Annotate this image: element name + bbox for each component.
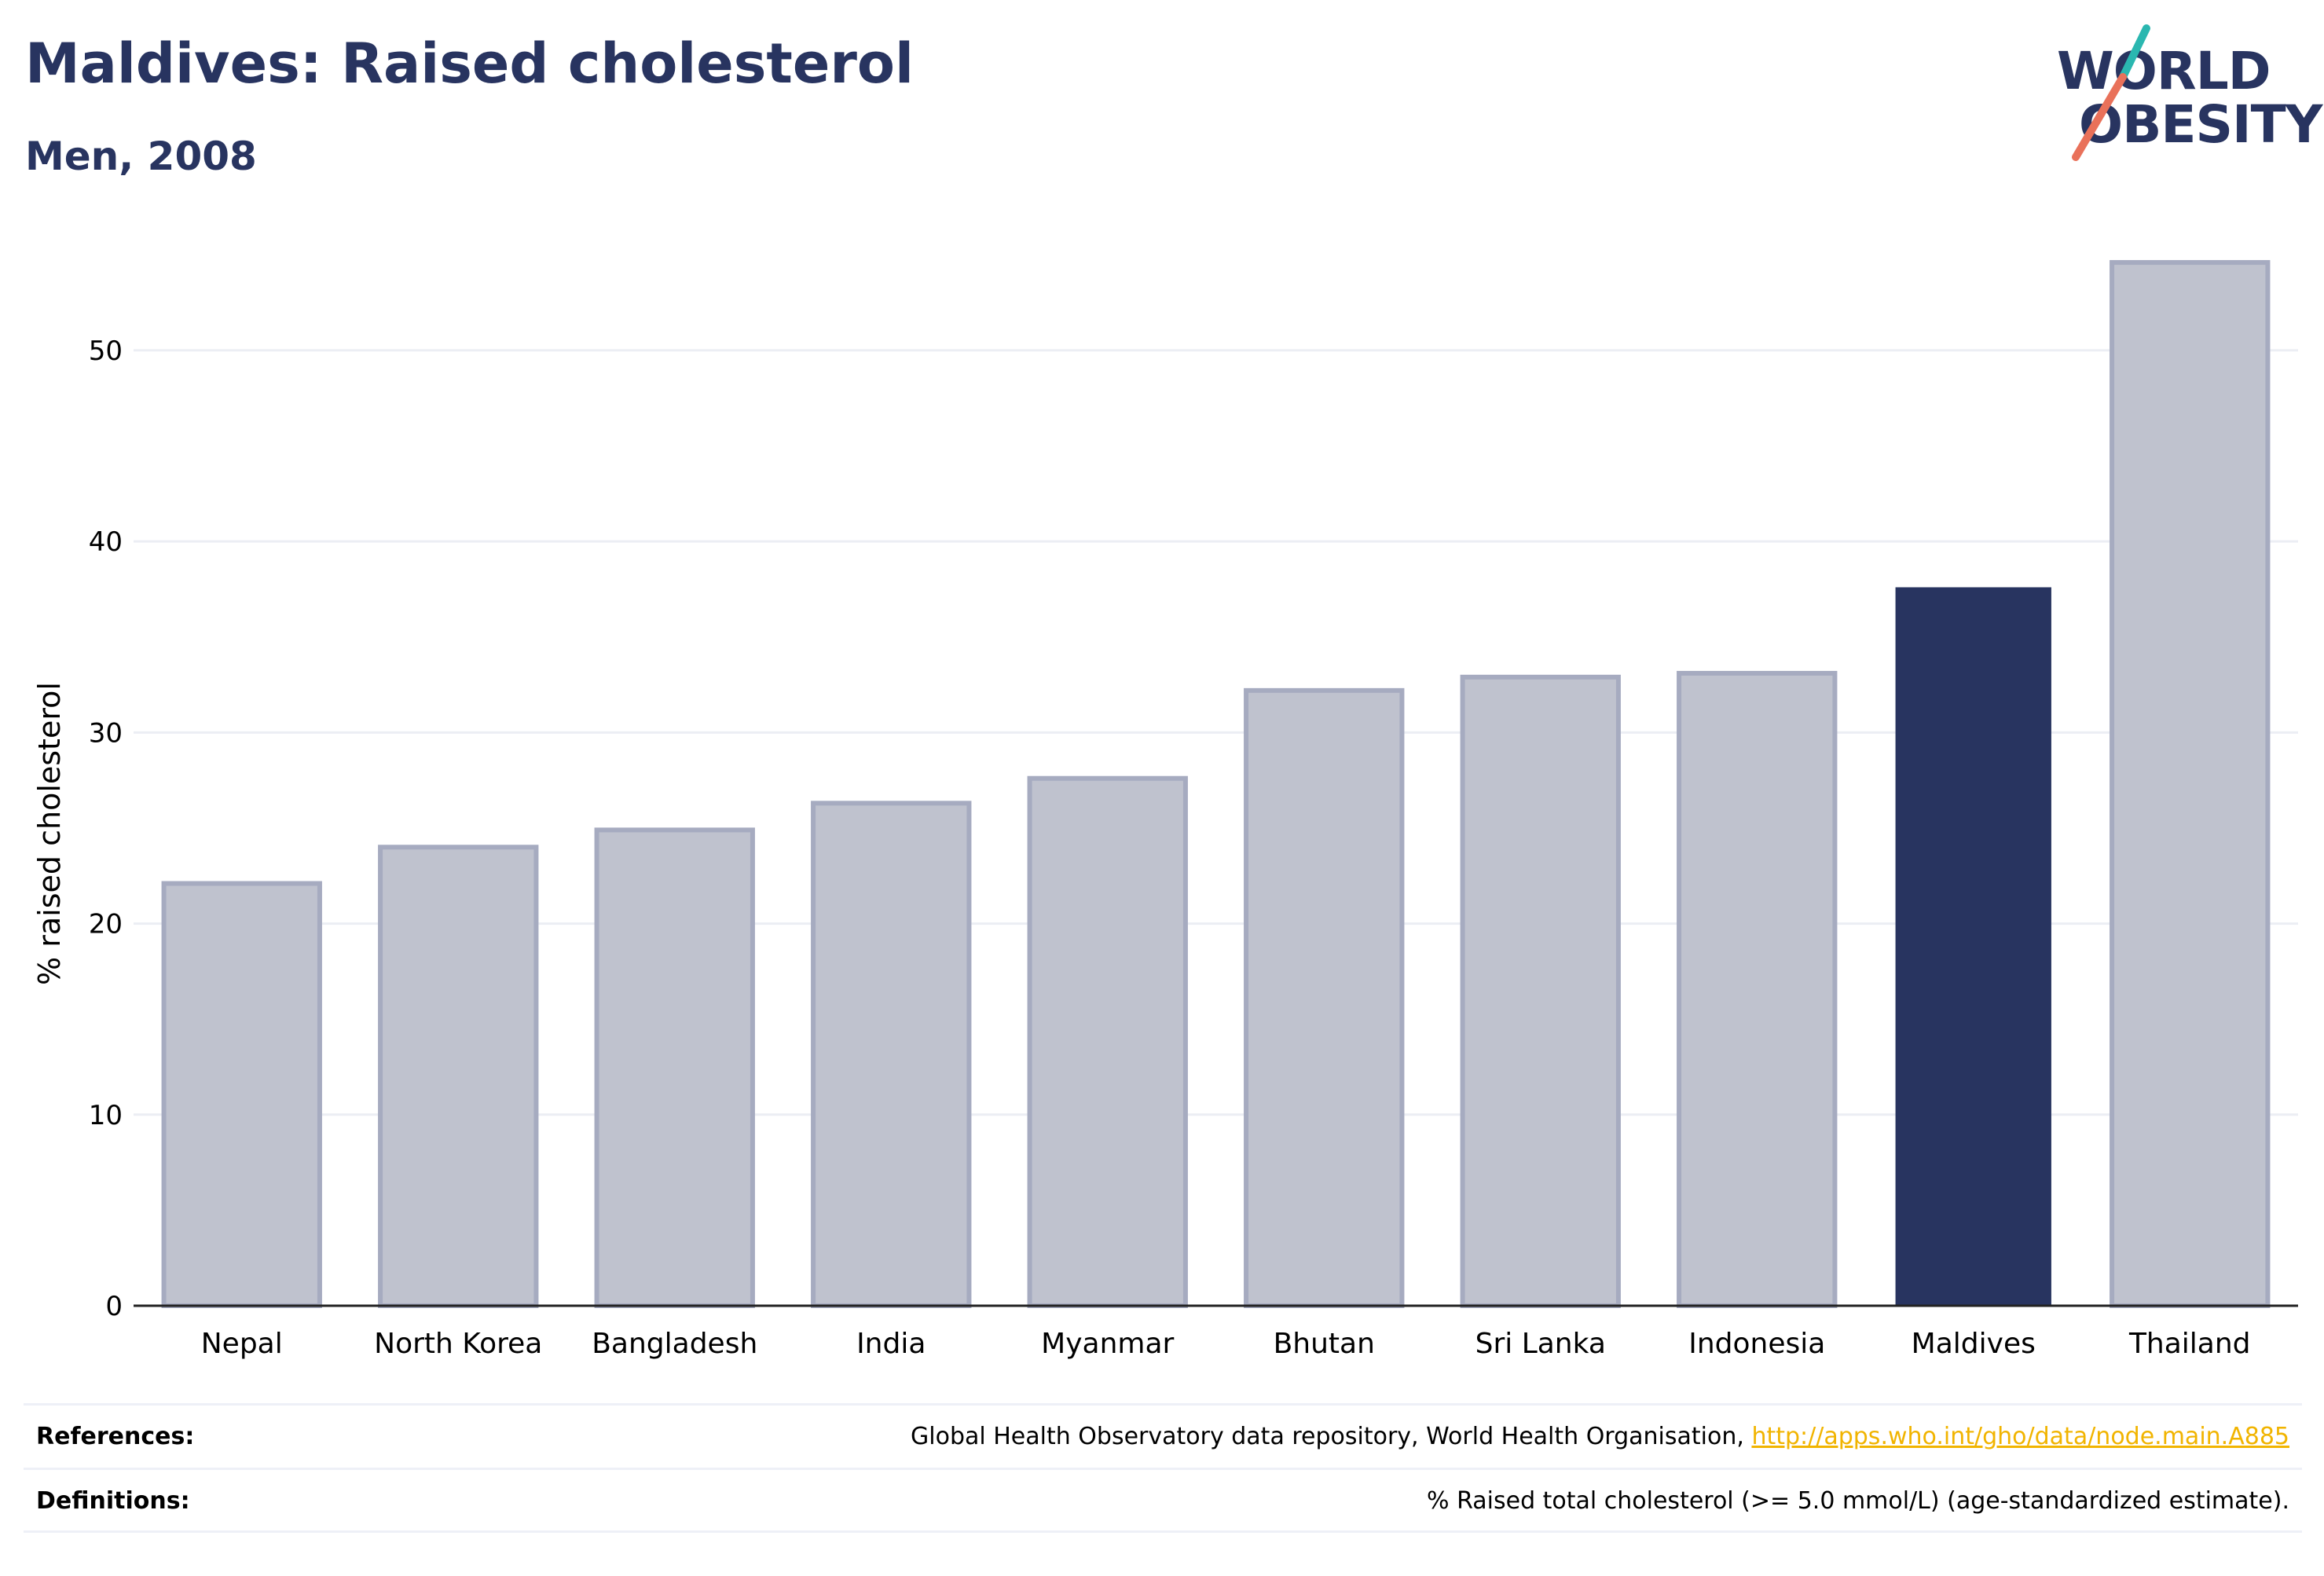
x-tick-label: Nepal: [201, 1328, 283, 1360]
x-tick-label: Myanmar: [1041, 1328, 1174, 1360]
bar-myanmar: [1027, 775, 1188, 1308]
x-tick-label: Indonesia: [1688, 1328, 1825, 1360]
world-obesity-logo: WORLD OBESITY: [2051, 22, 2322, 171]
x-tick-label: India: [856, 1328, 926, 1360]
bar-north-korea: [378, 845, 539, 1309]
bar-india: [811, 801, 972, 1308]
chart-subtitle: Men, 2008: [25, 134, 257, 179]
y-tick-label: 50: [89, 335, 123, 367]
bar-sri-lanka: [1460, 674, 1621, 1308]
y-axis-label: % raised cholesterol: [32, 682, 67, 985]
bar-maldives: [1895, 587, 2051, 1306]
definitions-value: % Raised total cholesterol (>= 5.0 mmol/…: [1427, 1487, 2289, 1515]
definitions-label: Definitions:: [36, 1487, 190, 1515]
bar-indonesia: [1677, 670, 1838, 1308]
references-label: References:: [36, 1423, 195, 1450]
bar-bangladesh: [594, 827, 755, 1309]
logo-line-1: WORLD: [2057, 41, 2271, 101]
bar-thailand: [2110, 260, 2271, 1308]
bar-chart: 0 10 20 30 40 50 % raised cholesterol Nepal Nort…: [32, 260, 2298, 1360]
logo-slash-icon: [2072, 24, 2150, 161]
references-text: Global Health Observatory data repositor…: [911, 1423, 1752, 1450]
references-row: References: Global Health Observatory da…: [24, 1403, 2302, 1468]
chart-title: Maldives: Raised cholesterol: [25, 31, 914, 96]
references-link[interactable]: http://apps.who.int/gho/data/node.main.A…: [1751, 1423, 2289, 1450]
bar-nepal: [161, 881, 322, 1309]
x-tick-label: Sri Lanka: [1475, 1328, 1606, 1360]
x-tick-label: Thailand: [2128, 1328, 2251, 1360]
footer-divider: [24, 1530, 2302, 1533]
references-value: Global Health Observatory data repositor…: [911, 1423, 2289, 1450]
logo-line-2: OBESITY: [2079, 94, 2322, 155]
x-tick-label: Bhutan: [1274, 1328, 1375, 1360]
y-tick-label: 0: [105, 1291, 123, 1322]
x-tick-label: North Korea: [374, 1328, 542, 1360]
x-tick-label: Bangladesh: [592, 1328, 757, 1360]
y-tick-label: 10: [89, 1100, 123, 1131]
x-tick-label: Maldives: [1912, 1328, 2036, 1360]
y-tick-label: 20: [89, 909, 123, 940]
y-tick-label: 30: [89, 717, 123, 749]
definitions-row: Definitions: % Raised total cholesterol …: [24, 1468, 2302, 1533]
bar-bhutan: [1244, 687, 1405, 1308]
y-tick-label: 40: [89, 526, 123, 558]
